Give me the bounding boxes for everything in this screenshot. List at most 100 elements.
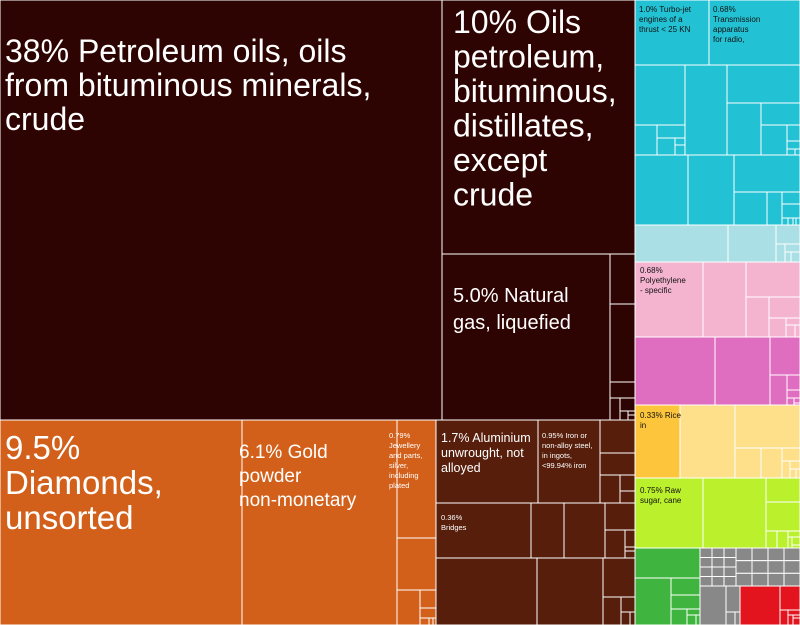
tile-machinery-minor (775, 224, 800, 245)
tile-machinery-minor (786, 140, 800, 150)
tile-bridges (435, 502, 532, 559)
tile-machinery-minor (733, 154, 800, 193)
tile-textile-minor (792, 617, 800, 625)
label-rice: 0.33% Rice in (640, 411, 681, 430)
tile-misc-minor (735, 547, 753, 562)
tile-chemicals-minor (793, 397, 800, 404)
tile-misc-minor (735, 560, 753, 574)
tile-metal-minor (599, 452, 636, 476)
tile-textile-minor (739, 585, 781, 625)
tile-food-minor (787, 530, 800, 538)
tile-plastics-minor (745, 261, 800, 298)
tile-animal-minor (634, 577, 672, 625)
tile-plastics-minor (768, 317, 787, 338)
tile-vegetable-minor (795, 468, 800, 479)
tile-food-minor (791, 536, 800, 546)
label-lng: 5.0% Natural gas, liquefied (453, 285, 571, 334)
tile-mineral-minor (609, 253, 636, 305)
tile-machinery-minor (775, 243, 786, 263)
tile-precious-minor (428, 617, 434, 625)
tile-misc-minor (699, 576, 713, 587)
tile-metal-minor (536, 557, 604, 625)
tile-machinery-minor (733, 191, 768, 226)
tile-animal-minor (670, 608, 688, 625)
label-jewellery: 0.79% Jewellery and parts, silver, including… (389, 431, 422, 490)
tile-machinery-minor (674, 137, 686, 146)
label-aluminium: 1.7% Aluminium unwrought, not alloyed (441, 431, 531, 475)
tile-vegetable-minor (734, 404, 800, 449)
tile-gold (241, 419, 398, 625)
tile-metal-minor (602, 596, 622, 625)
label-gold: 6.1% Gold powder non-monetary (239, 442, 357, 511)
tile-metal-minor (599, 474, 621, 504)
tile-machinery-minor (674, 144, 686, 156)
tile-misc-minor (767, 547, 785, 562)
label-refined: 10% Oils petroleum, bituminous, distillates… (453, 4, 617, 213)
tile-vegetable-minor (789, 460, 800, 470)
tile-food-minor (787, 536, 793, 549)
tile-plastics-minor (702, 261, 747, 338)
tile-mineral-minor (627, 410, 636, 416)
tile-metal-minor (604, 529, 626, 559)
tile-precious-minor (419, 617, 430, 625)
tile-misc-minor (723, 557, 737, 568)
tile-metal-minor (530, 502, 565, 559)
tile-lng (441, 253, 611, 421)
tile-chemicals-minor (634, 336, 716, 406)
tile-precious-minor (396, 537, 437, 591)
tile-metal-minor (435, 557, 538, 625)
tile-metal-minor (602, 557, 636, 598)
tile-food-minor (776, 530, 789, 549)
tile-animal-minor (695, 614, 701, 625)
tile-machinery-minor (656, 124, 686, 139)
tile-radio (708, 0, 800, 66)
tile-machinery-minor (781, 191, 800, 205)
tile-metal-minor (563, 502, 606, 559)
tile-metal-minor (620, 611, 631, 625)
label-bridges: 0.36% Bridges (441, 513, 467, 532)
tile-misc-minor (783, 547, 800, 562)
tile-machinery-minor (634, 64, 686, 126)
tile-misc-minor (735, 572, 753, 587)
tile-animal-minor (686, 614, 697, 625)
tile-mineral-minor (609, 303, 636, 383)
label-diamonds: 9.5% Diamonds, unsorted (5, 429, 163, 536)
tile-misc-minor (723, 547, 737, 558)
tile-machinery-minor (766, 191, 783, 226)
tile-machinery-minor (634, 224, 729, 263)
tile-refined (441, 0, 636, 255)
label-turbojet: 1.0% Turbo-jet engines of a thrust < 25 KN (639, 5, 692, 34)
tile-textile-minor (779, 585, 800, 611)
tile-misc-minor (751, 547, 769, 562)
tile-mineral-minor (609, 381, 636, 399)
tile-rice (634, 404, 681, 479)
tile-plastics-minor (768, 296, 800, 319)
tile-machinery-minor (795, 217, 800, 226)
tile-machinery-minor (760, 102, 800, 126)
tile-machinery-minor (726, 102, 762, 156)
tile-metal-minor (619, 490, 636, 504)
tile-machinery-minor (787, 217, 794, 226)
tile-animal-minor (686, 608, 701, 616)
tile-machinery-minor (726, 64, 800, 104)
tile-textile-minor (787, 614, 794, 625)
tile-machinery-minor (784, 243, 800, 253)
tile-machinery-minor (727, 224, 777, 263)
label-iron: 0.95% Iron or non-alloy steel, in ingots, <… (542, 431, 592, 470)
tile-misc-minor (711, 566, 725, 577)
tile-misc-minor (699, 566, 713, 577)
tile-machinery-minor (781, 217, 789, 226)
tile-metal-minor (619, 474, 636, 492)
tile-metal-minor (604, 502, 636, 531)
tile-vegetable-minor (789, 468, 797, 479)
tile-misc-minor (699, 585, 727, 625)
tile-metal-minor (629, 611, 636, 625)
tile-chemicals-minor (769, 336, 800, 376)
tile-precious-minor (419, 589, 437, 609)
tile-chemicals-minor (786, 374, 800, 391)
tile-misc-minor (711, 547, 725, 558)
tile-vegetable-minor (781, 447, 800, 462)
tile-sugar (634, 477, 704, 549)
